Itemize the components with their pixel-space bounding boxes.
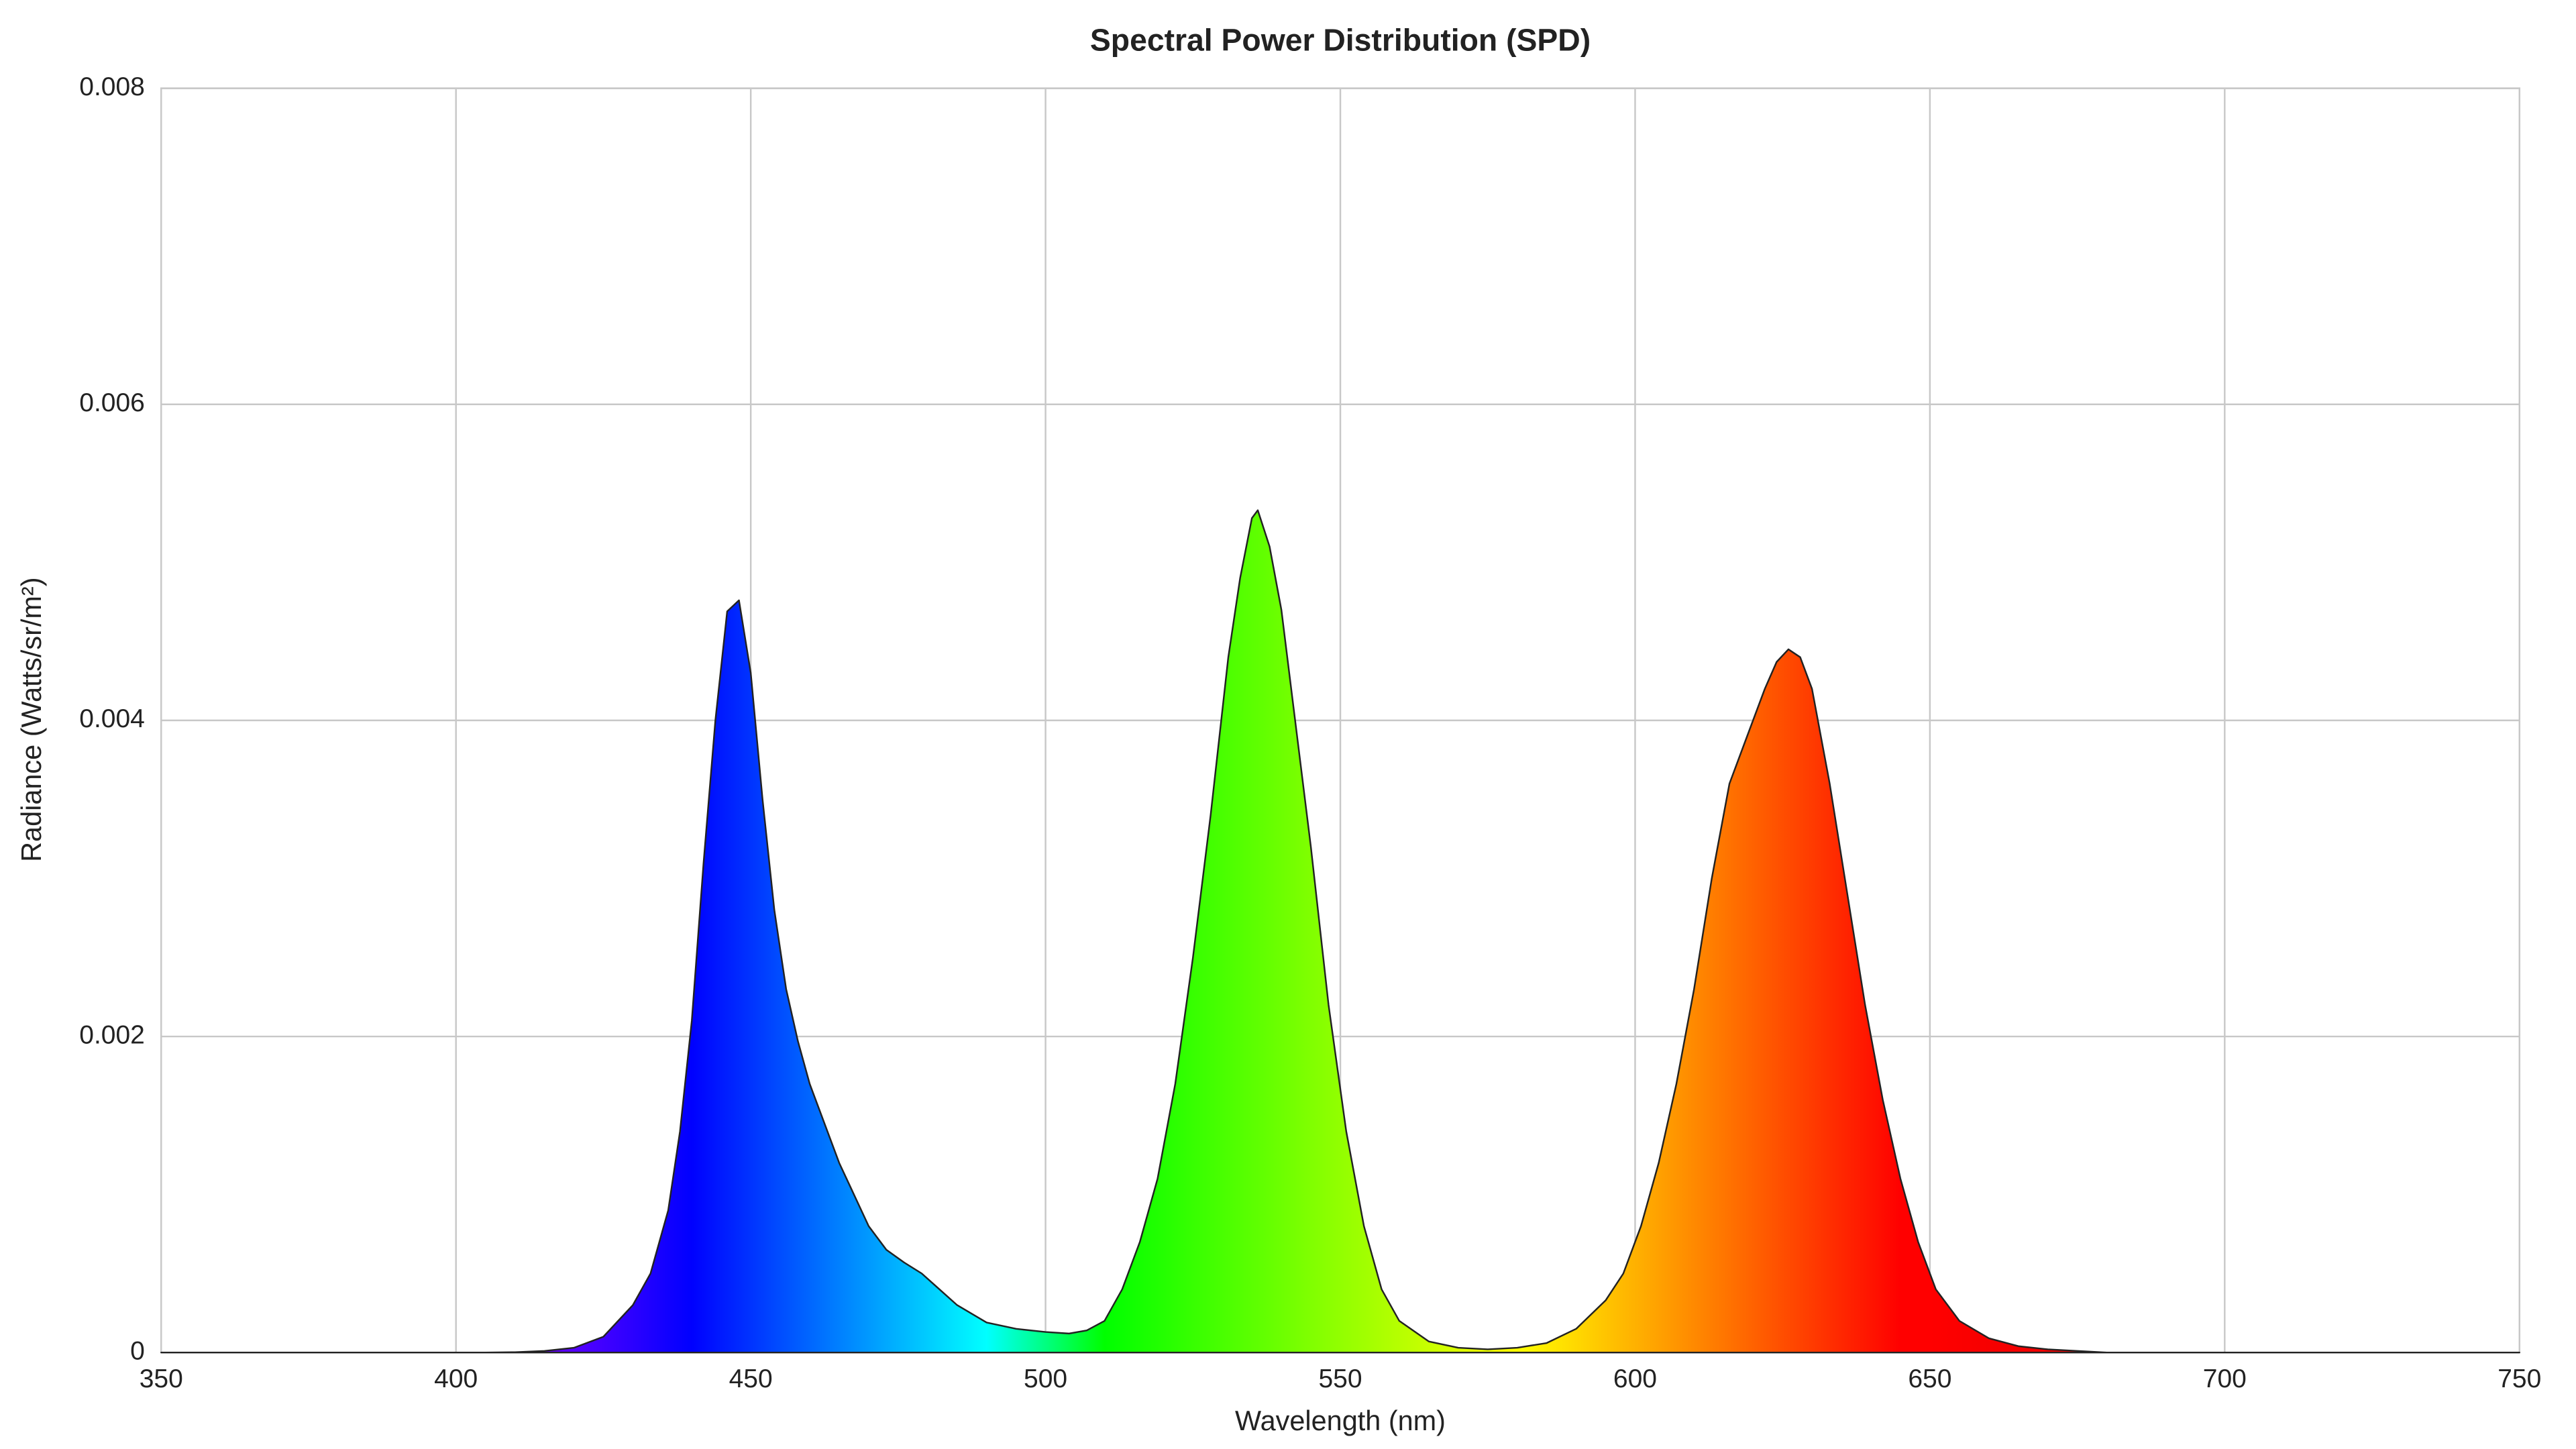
x-tick-label: 700 [2203, 1364, 2247, 1393]
x-tick-label: 650 [1908, 1364, 1951, 1393]
x-tick-label: 500 [1024, 1364, 1067, 1393]
y-tick-label: 0.008 [79, 72, 145, 101]
y-tick-label: 0 [130, 1336, 145, 1365]
x-tick-label: 550 [1318, 1364, 1362, 1393]
y-axis-label: Radiance (Watts/sr/m²) [15, 577, 47, 861]
x-tick-label: 750 [2498, 1364, 2541, 1393]
x-axis-label: Wavelength (nm) [1235, 1405, 1446, 1436]
y-tick-label: 0.004 [79, 704, 145, 733]
x-tick-label: 600 [1613, 1364, 1657, 1393]
spectrum-area [160, 509, 2520, 1354]
y-tick-label: 0.006 [79, 388, 145, 417]
x-tick-label: 400 [434, 1364, 478, 1393]
x-tick-label: 450 [729, 1364, 773, 1393]
x-tick-label: 350 [140, 1364, 183, 1393]
chart-title: Spectral Power Distribution (SPD) [1090, 23, 1591, 58]
y-tick-label: 0.002 [79, 1020, 145, 1049]
